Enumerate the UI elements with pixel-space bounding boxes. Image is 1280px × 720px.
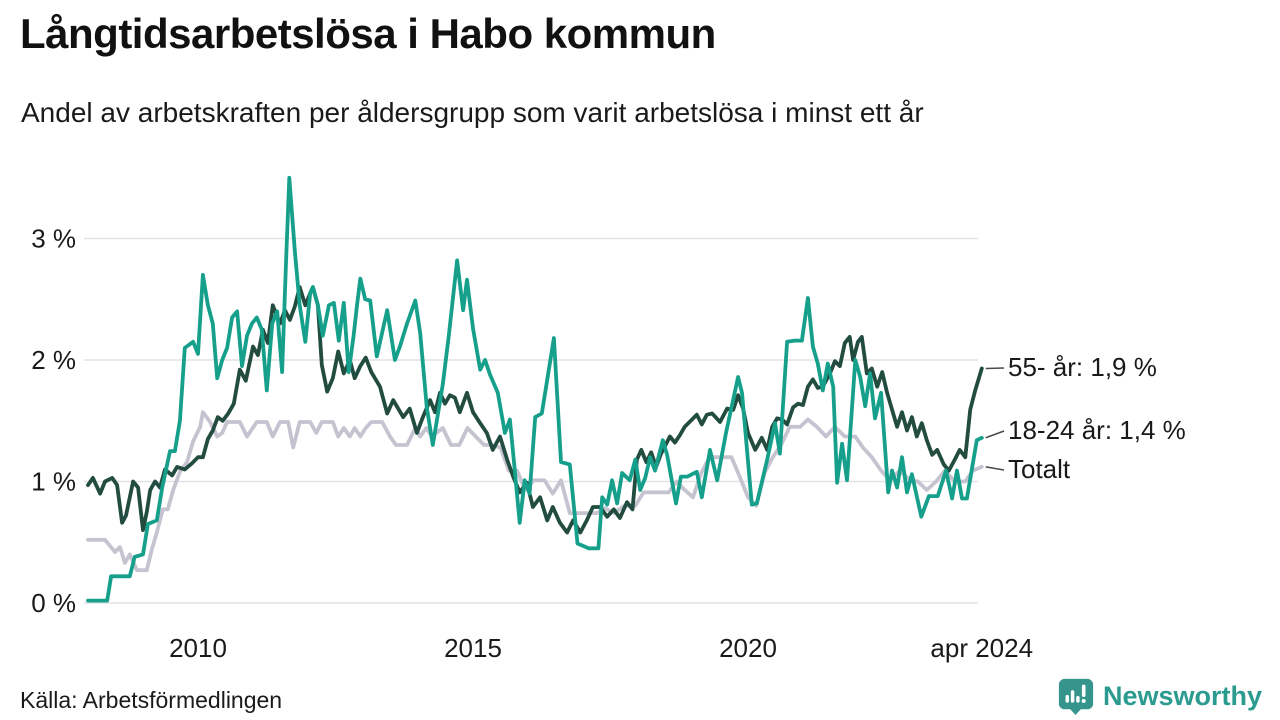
y-axis-label: 1 % (31, 467, 76, 497)
newsworthy-wordmark: Newsworthy (1102, 680, 1262, 711)
series-line-Totalt (86, 410, 984, 573)
series-line-18-24-år (86, 175, 984, 603)
page-title: Långtidsarbetslösa i Habo kommun (20, 10, 716, 57)
chart-subtitle: Andel av arbetskraften per åldersgrupp s… (21, 97, 924, 128)
y-axis-label: 0 % (31, 588, 76, 618)
x-axis-label: apr 2024 (930, 633, 1033, 663)
source-caption: Källa: Arbetsförmedlingen (20, 687, 283, 713)
y-axis-label: 2 % (31, 345, 76, 375)
x-axis-label: 2010 (169, 633, 227, 663)
newsworthy-logo: Newsworthy (1057, 677, 1262, 715)
y-axis-label: 3 % (31, 224, 76, 254)
x-axis-label: 2015 (444, 633, 502, 663)
x-axis-label: 2020 (719, 633, 777, 663)
series-end-label-55-ar: 55- år: 1,9 % (1008, 352, 1157, 382)
series-line-55--år (86, 285, 984, 535)
newsworthy-bubble-barchart-icon (1057, 677, 1095, 715)
annotation-leader-line (985, 430, 1005, 439)
series-end-label-totalt: Totalt (1008, 454, 1071, 484)
series-end-label-18-24-ar: 18-24 år: 1,4 % (1008, 415, 1186, 445)
annotation-leader-line (985, 466, 1005, 471)
annotation-leader-line (985, 367, 1005, 370)
